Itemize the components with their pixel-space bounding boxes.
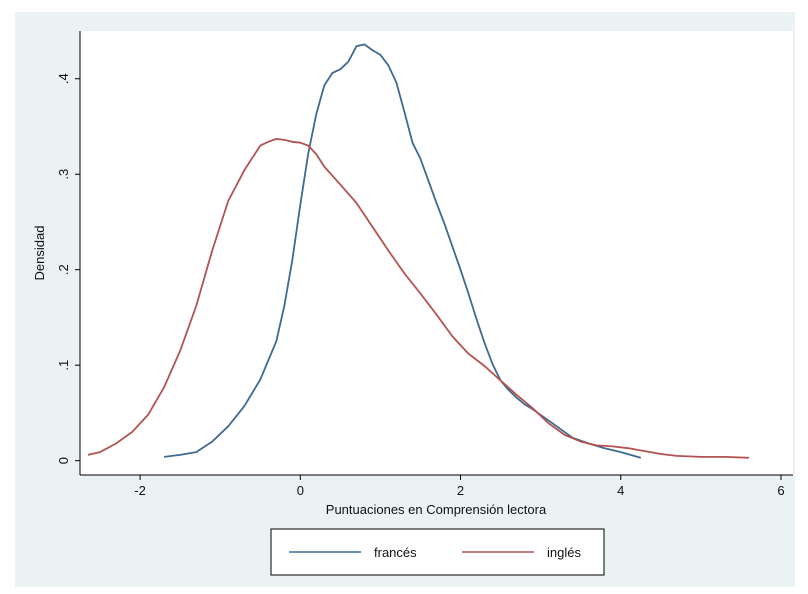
x-tick-label: 4 [617, 483, 624, 498]
y-tick-label: 0 [56, 457, 71, 464]
y-tick-label: .4 [56, 73, 71, 84]
x-tick-label: -2 [134, 483, 146, 498]
y-axis-title: Densidad [32, 226, 47, 281]
series-line-frances [163, 43, 642, 459]
x-axis-title: Puntuaciones en Comprensión lectora [326, 502, 547, 517]
y-tick-label: .2 [56, 264, 71, 275]
y-tick-label: .1 [56, 360, 71, 371]
legend: francés inglés [270, 528, 605, 576]
legend-label-ingles: inglés [547, 545, 581, 560]
series-lines [87, 43, 749, 459]
x-tick-label: 2 [457, 483, 464, 498]
x-tick-label: 0 [297, 483, 304, 498]
legend-label-frances: francés [374, 545, 417, 560]
y-axis-ticks: 0 .1 .2 .3 .4 [56, 73, 80, 464]
x-axis-ticks: -2 0 2 4 6 [134, 475, 785, 498]
series-line-ingles [87, 137, 749, 459]
x-tick-label: 6 [777, 483, 784, 498]
plot-area [80, 31, 793, 475]
y-tick-label: .3 [56, 169, 71, 180]
